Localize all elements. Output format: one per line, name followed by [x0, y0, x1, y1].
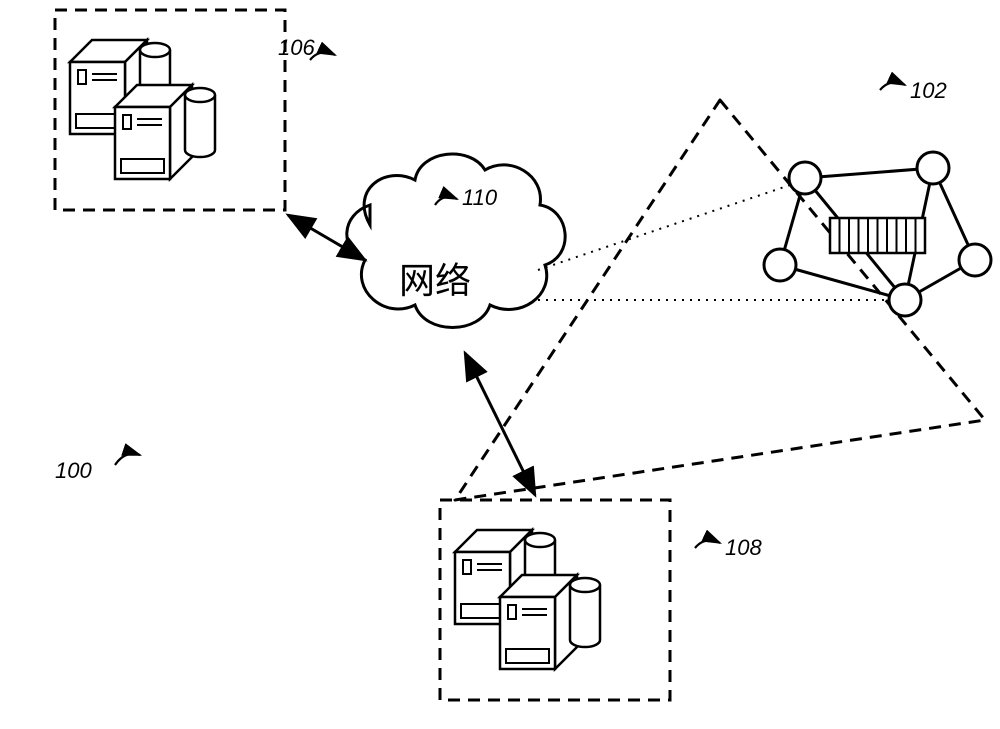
- label-ref100: 100: [55, 458, 92, 483]
- label-ref108: 108: [725, 535, 762, 560]
- diagram: 网络 100 106 108 110 102: [0, 0, 1000, 729]
- graph-node: [959, 244, 991, 276]
- server-cluster-1: [455, 530, 600, 669]
- graph-node: [789, 162, 821, 194]
- leader-ref100: [115, 454, 140, 465]
- cloud-icon: [347, 154, 565, 328]
- label-ref106: 106: [278, 35, 315, 60]
- label-ref110: 110: [462, 185, 498, 210]
- graph-node: [917, 152, 949, 184]
- arrow-1: [465, 353, 535, 495]
- leader-ref108: [695, 540, 720, 548]
- label-ref102: 102: [910, 78, 947, 103]
- graph-node: [889, 284, 921, 316]
- cloud-label: 网络: [399, 261, 471, 301]
- leader-ref102: [880, 82, 905, 90]
- server-cluster-0: [70, 40, 215, 179]
- graph-node: [764, 249, 796, 281]
